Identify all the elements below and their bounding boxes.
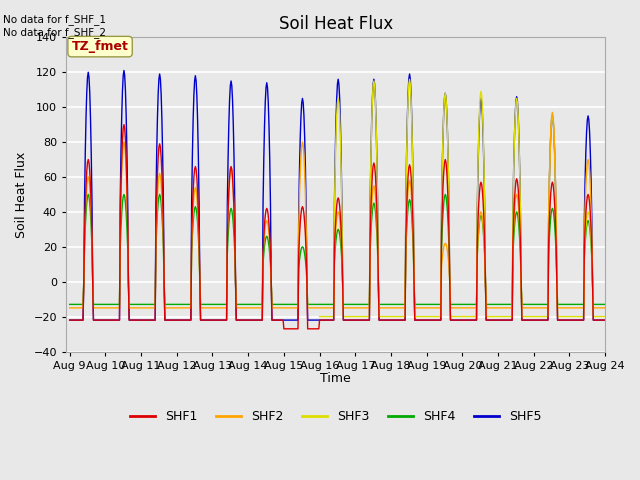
SHF5 [131,317,139,323]
SHF4 [76,301,83,307]
Y-axis label: Soil Heat Flux: Soil Heat Flux [15,151,28,238]
SHF4 [186,301,193,307]
SHF2 [600,305,608,311]
SHF2 [213,305,221,311]
SHF4 [419,301,426,307]
SHF2 [185,305,193,311]
Title: Soil Heat Flux: Soil Heat Flux [278,15,393,33]
SHF4 [131,301,139,307]
SHF5 [419,317,426,323]
SHF1 [76,317,83,323]
SHF3 [600,314,608,320]
SHF3 [418,314,426,320]
SHF5 [600,317,608,323]
SHF2 [418,305,426,311]
Line: SHF1: SHF1 [70,125,604,329]
SHF1 [131,317,139,323]
SHF1 [419,317,427,323]
SHF4 [66,301,74,307]
SHF5 [186,317,193,323]
SHF1 [280,326,288,332]
SHF2 [548,109,556,115]
SHF5 [214,317,221,323]
SHF3 [402,200,410,206]
SHF4 [403,228,410,234]
SHF5 [66,317,74,323]
SHF5 [120,68,128,73]
Legend: SHF1, SHF2, SHF3, SHF4, SHF5: SHF1, SHF2, SHF3, SHF4, SHF5 [125,405,547,428]
SHF1 [214,317,221,323]
SHF4 [600,301,608,307]
X-axis label: Time: Time [320,372,351,385]
SHF1 [120,122,128,128]
SHF1 [186,317,193,323]
SHF5 [76,317,83,323]
SHF4 [214,301,221,307]
SHF2 [76,305,83,311]
SHF2 [66,305,74,311]
SHF2 [131,305,138,311]
SHF2 [402,240,410,245]
SHF1 [600,317,608,323]
Line: SHF5: SHF5 [70,71,604,320]
SHF4 [84,192,92,197]
Line: SHF2: SHF2 [70,112,604,308]
Line: SHF3: SHF3 [319,79,604,317]
Line: SHF4: SHF4 [70,194,604,304]
Text: TZ_fmet: TZ_fmet [72,40,129,53]
SHF5 [403,151,410,156]
SHF1 [403,187,411,193]
Text: No data for f_SHF_1
No data for f_SHF_2: No data for f_SHF_1 No data for f_SHF_2 [3,14,106,38]
SHF1 [66,317,74,323]
